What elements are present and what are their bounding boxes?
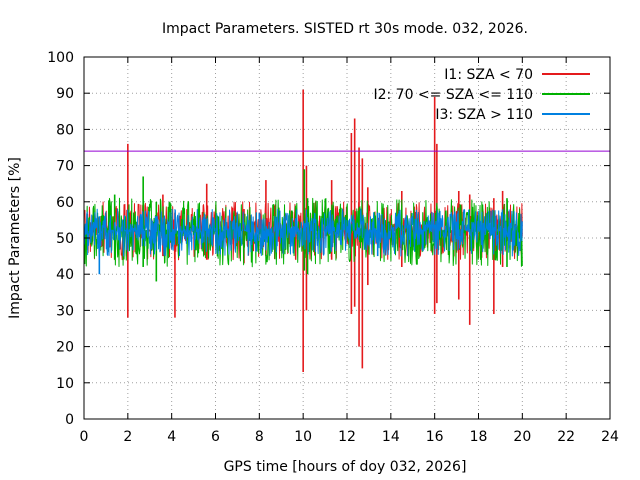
x-tick-label: 22 <box>557 429 575 445</box>
legend-label: I3: SZA > 110 <box>435 107 533 123</box>
series-line <box>83 208 523 257</box>
legend-label: I2: 70 <= SZA <= 110 <box>373 87 533 103</box>
x-tick-label: 12 <box>338 429 356 445</box>
x-tick-label: 18 <box>470 429 488 445</box>
x-tick-label: 8 <box>255 429 264 445</box>
x-tick-label: 0 <box>80 429 89 445</box>
y-tick-label: 50 <box>56 231 74 247</box>
y-tick-label: 40 <box>56 267 74 283</box>
x-tick-label: 14 <box>382 429 400 445</box>
y-axis-label: Impact Parameters [%] <box>7 157 23 319</box>
y-axis-ticks: 0 10 20 30 40 50 60 70 80 90 100 <box>47 50 610 428</box>
chart-title: Impact Parameters. SISTED rt 30s mode. 0… <box>162 21 528 37</box>
y-tick-label: 70 <box>56 159 74 175</box>
x-tick-label: 24 <box>601 429 619 445</box>
legend: I1: SZA < 70 I2: 70 <= SZA <= 110 I3: SZA … <box>373 67 590 123</box>
y-tick-label: 30 <box>56 303 74 319</box>
y-tick-label: 10 <box>56 376 74 392</box>
y-tick-label: 80 <box>56 122 74 138</box>
x-tick-label: 6 <box>211 429 220 445</box>
y-tick-label: 20 <box>56 340 74 356</box>
y-tick-label: 0 <box>65 412 74 428</box>
x-tick-label: 20 <box>513 429 531 445</box>
plot-area <box>83 89 610 372</box>
legend-label: I1: SZA < 70 <box>444 67 533 83</box>
x-axis-label: GPS time [hours of doy 032, 2026] <box>224 459 467 475</box>
x-tick-label: 10 <box>294 429 312 445</box>
x-tick-label: 4 <box>167 429 176 445</box>
y-tick-label: 90 <box>56 86 74 102</box>
x-tick-label: 16 <box>426 429 444 445</box>
y-tick-label: 60 <box>56 195 74 211</box>
series-3 <box>83 208 523 275</box>
x-tick-label: 2 <box>123 429 132 445</box>
x-axis-ticks: 0 2 4 6 8 10 12 14 16 18 20 22 24 <box>80 57 619 445</box>
y-tick-label: 100 <box>47 50 74 66</box>
